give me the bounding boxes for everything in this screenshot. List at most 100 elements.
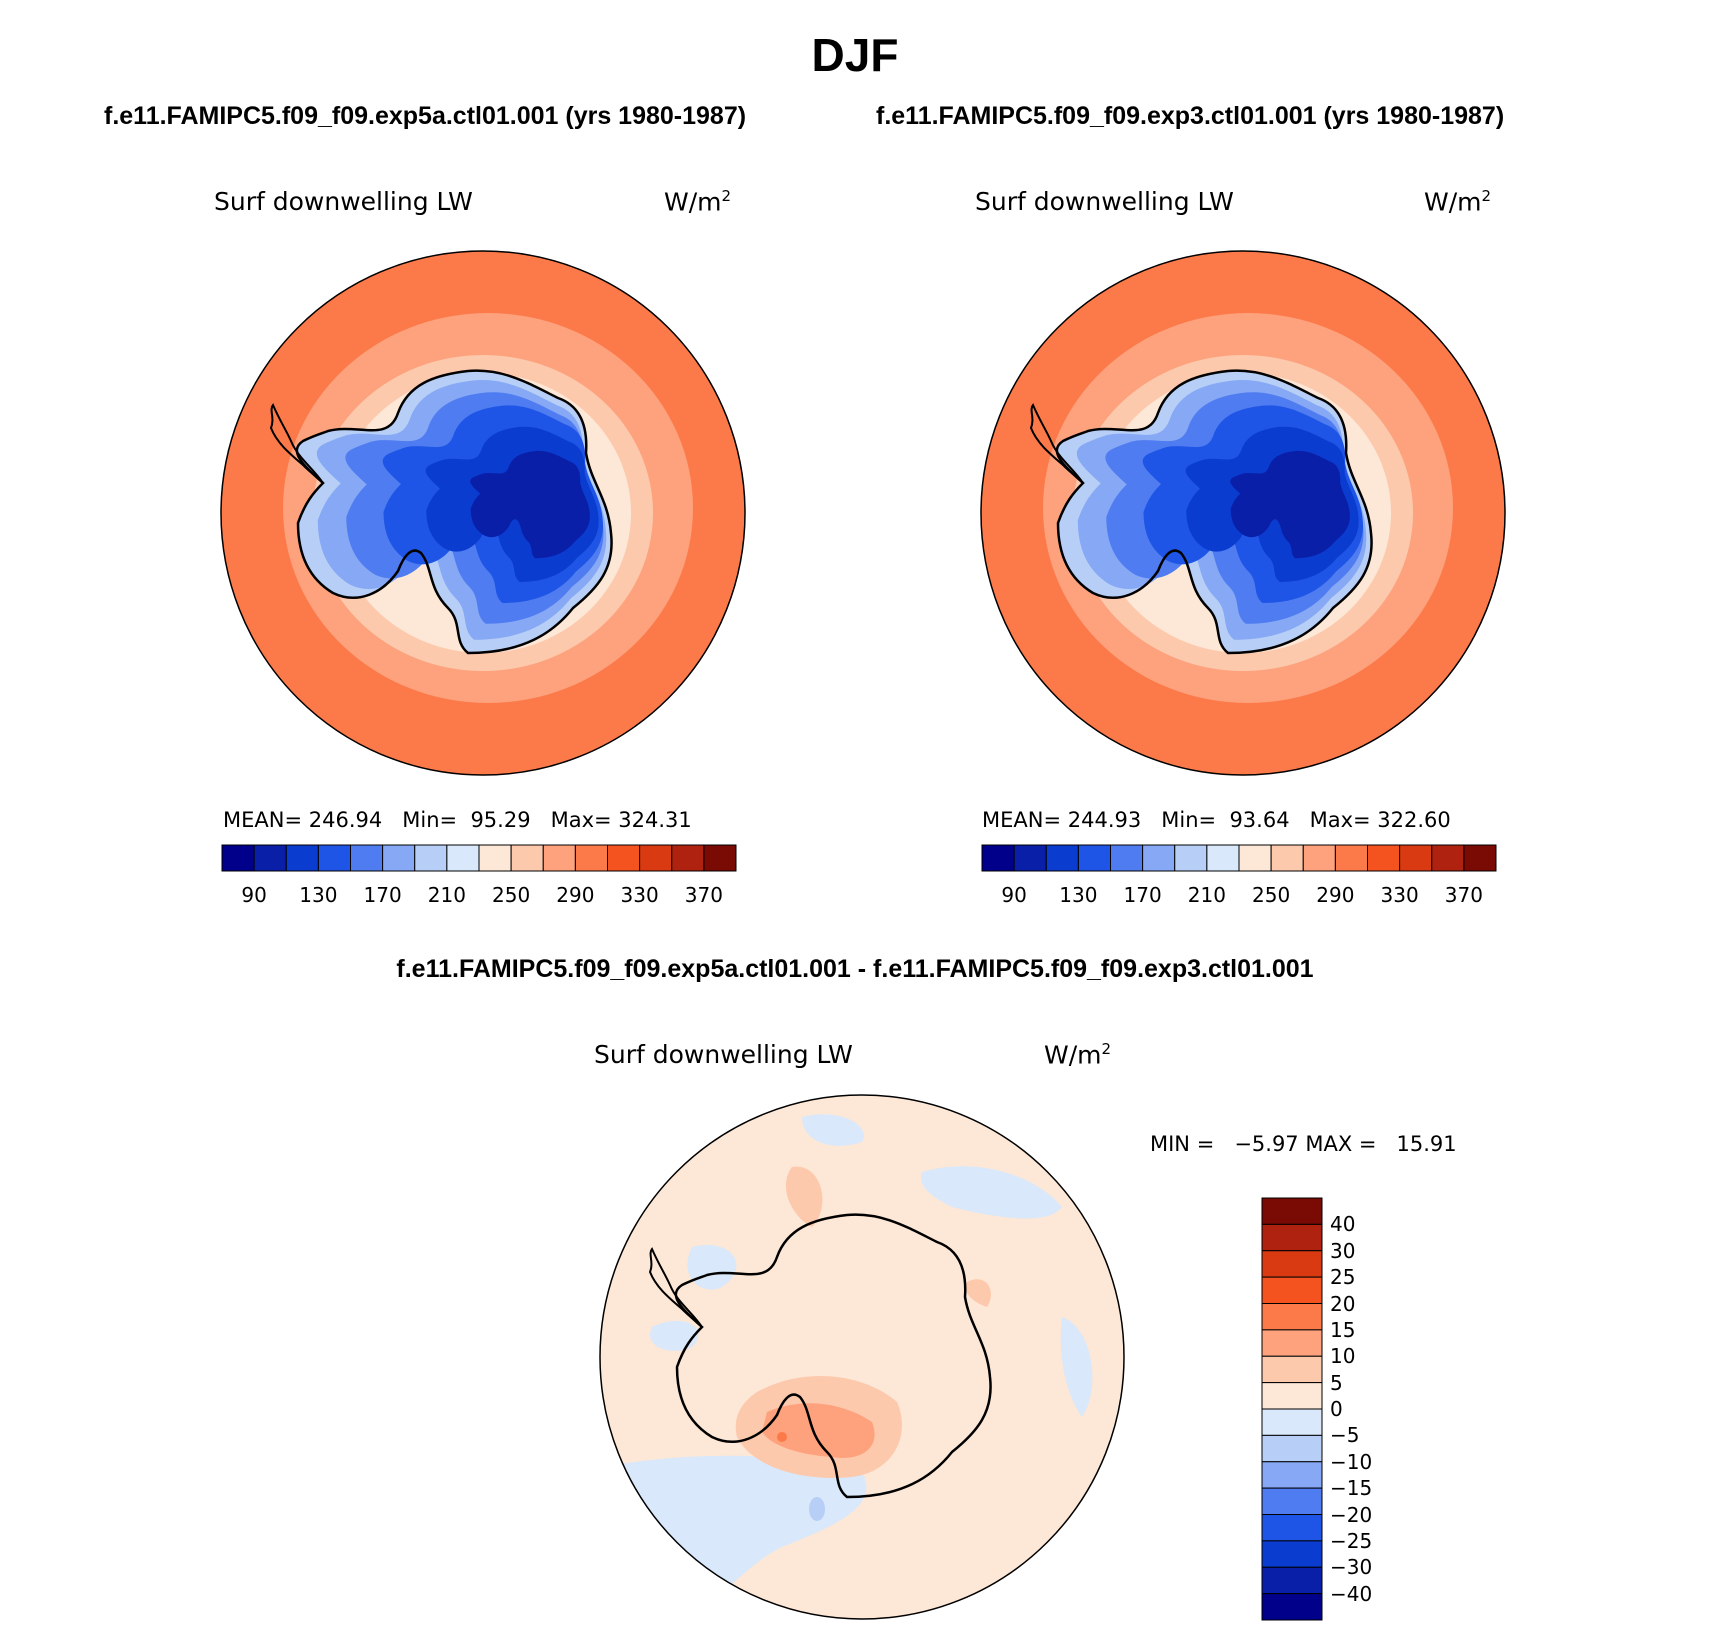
colorbar-swatch	[478, 844, 512, 872]
right-panel-case-title: f.e11.FAMIPC5.f09_f09.exp3.ctl01.001 (yr…	[876, 102, 1505, 130]
left-polar-map	[220, 250, 746, 776]
colorbar-swatch	[1045, 844, 1079, 872]
colorbar-tick-label: −30	[1330, 1555, 1373, 1580]
main-title: DJF	[811, 29, 899, 81]
colorbar-tick-label: 10	[1330, 1344, 1356, 1369]
colorbar-swatch	[639, 844, 673, 872]
right-polar-map	[980, 250, 1506, 776]
colorbar-tick-label: 90	[241, 883, 267, 907]
colorbar-tick-label: 130	[299, 883, 338, 907]
colorbar-swatch	[1261, 1250, 1323, 1278]
colorbar-tick-label: −15	[1330, 1476, 1373, 1501]
colorbar-swatch	[1261, 1514, 1323, 1542]
colorbar-tick-label: 0	[1330, 1397, 1343, 1421]
right-variable-label: Surf downwelling LW	[975, 187, 1234, 216]
colorbar-swatch	[1261, 1197, 1323, 1225]
colorbar-tick-label: 210	[1187, 883, 1226, 907]
colorbar-tick-label: 170	[1123, 883, 1162, 907]
colorbar-tick-label: 250	[492, 883, 531, 907]
colorbar-swatch	[1261, 1408, 1323, 1436]
colorbar-swatch	[1270, 844, 1304, 872]
colorbar-swatch	[1261, 1461, 1323, 1489]
colorbar-swatch	[414, 844, 448, 872]
colorbar-swatch	[703, 844, 737, 872]
colorbar-swatch	[1142, 844, 1176, 872]
colorbar-swatch	[1399, 844, 1433, 872]
colorbar-swatch	[1261, 1223, 1323, 1252]
colorbar-tick-label: −20	[1330, 1502, 1373, 1527]
colorbar-swatch	[981, 844, 1015, 872]
colorbar-tick-label: −40	[1330, 1581, 1373, 1606]
colorbar-swatch	[607, 844, 641, 872]
colorbar-swatch	[1261, 1566, 1323, 1595]
difference-polar-map	[599, 1094, 1125, 1620]
left-stats: MEAN= 246.94 Min= 95.29 Max= 324.31	[223, 808, 692, 832]
colorbar-tick-label: 330	[620, 883, 659, 907]
colorbar-swatch	[542, 844, 576, 872]
colorbar-tick-label: 15	[1330, 1317, 1356, 1342]
left-panel-case-title: f.e11.FAMIPC5.f09_f09.exp5a.ctl01.001 (y…	[104, 102, 747, 130]
colorbar-tick-label: −5	[1330, 1423, 1360, 1448]
colorbar-swatch	[1302, 844, 1336, 872]
colorbar-swatch	[671, 844, 705, 872]
right-stats: MEAN= 244.93 Min= 93.64 Max= 322.60	[982, 808, 1451, 832]
colorbar-tick-label: 210	[427, 883, 466, 907]
colorbar-swatch	[350, 844, 384, 872]
difference-colorbar	[1261, 1197, 1323, 1621]
colorbar-swatch	[1463, 844, 1497, 872]
colorbar-swatch	[574, 844, 608, 872]
difference-colorbar-labels: 40 30 25 20 15 10 5 0 −5 −10 −15 −20 −25 −30 −40	[1330, 1198, 1390, 1620]
left-units-label: W/m2	[664, 187, 732, 217]
left-colorbar	[221, 844, 737, 872]
colorbar-swatch	[510, 844, 544, 872]
left-colorbar-labels: 90 130 170 210 250 290 330 370	[222, 883, 736, 909]
colorbar-tick-label: 40	[1330, 1212, 1356, 1237]
colorbar-swatch	[1261, 1593, 1323, 1621]
colorbar-tick-label: −25	[1330, 1528, 1373, 1553]
left-variable-label: Surf downwelling LW	[214, 187, 473, 216]
colorbar-swatch	[1261, 1540, 1323, 1568]
colorbar-tick-label: 290	[556, 883, 595, 907]
colorbar-tick-label: 25	[1330, 1265, 1356, 1290]
colorbar-swatch	[1110, 844, 1144, 872]
colorbar-swatch	[1174, 844, 1208, 872]
colorbar-swatch	[1261, 1382, 1323, 1410]
colorbar-swatch	[317, 844, 351, 872]
right-colorbar	[981, 844, 1497, 872]
colorbar-swatch	[285, 844, 319, 872]
colorbar-tick-label: 370	[684, 883, 723, 907]
colorbar-tick-label: −10	[1330, 1449, 1373, 1474]
diff-variable-label: Surf downwelling LW	[594, 1040, 853, 1069]
colorbar-swatch	[1238, 844, 1272, 872]
colorbar-swatch	[253, 844, 287, 872]
colorbar-swatch	[221, 844, 255, 872]
colorbar-swatch	[1013, 844, 1047, 872]
colorbar-swatch	[1261, 1434, 1323, 1463]
colorbar-swatch	[382, 844, 416, 872]
colorbar-swatch	[1261, 1355, 1323, 1384]
colorbar-swatch	[1334, 844, 1368, 872]
colorbar-tick-label: 130	[1059, 883, 1098, 907]
colorbar-swatch	[1077, 844, 1111, 872]
colorbar-swatch	[1206, 844, 1240, 872]
colorbar-tick-label: 90	[1001, 883, 1027, 907]
colorbar-tick-label: 20	[1330, 1291, 1356, 1316]
difference-case-title: f.e11.FAMIPC5.f09_f09.exp5a.ctl01.001 - …	[396, 955, 1314, 983]
colorbar-swatch	[1261, 1487, 1323, 1515]
colorbar-swatch	[1261, 1276, 1323, 1304]
colorbar-tick-label: 170	[363, 883, 402, 907]
colorbar-swatch	[1431, 844, 1465, 872]
right-colorbar-labels: 90 130 170 210 250 290 330 370	[982, 883, 1496, 909]
colorbar-swatch	[1261, 1329, 1323, 1357]
colorbar-swatch	[1367, 844, 1401, 872]
colorbar-swatch	[1261, 1303, 1323, 1331]
diff-units-label: W/m2	[1044, 1040, 1112, 1070]
colorbar-tick-label: 250	[1252, 883, 1291, 907]
colorbar-swatch	[446, 844, 480, 872]
right-units-label: W/m2	[1424, 187, 1492, 217]
diff-stats: MIN = −5.97 MAX = 15.91	[1150, 1132, 1457, 1156]
colorbar-tick-label: 370	[1444, 883, 1483, 907]
colorbar-tick-label: 330	[1380, 883, 1419, 907]
colorbar-tick-label: 290	[1316, 883, 1355, 907]
colorbar-tick-label: 5	[1330, 1370, 1343, 1395]
